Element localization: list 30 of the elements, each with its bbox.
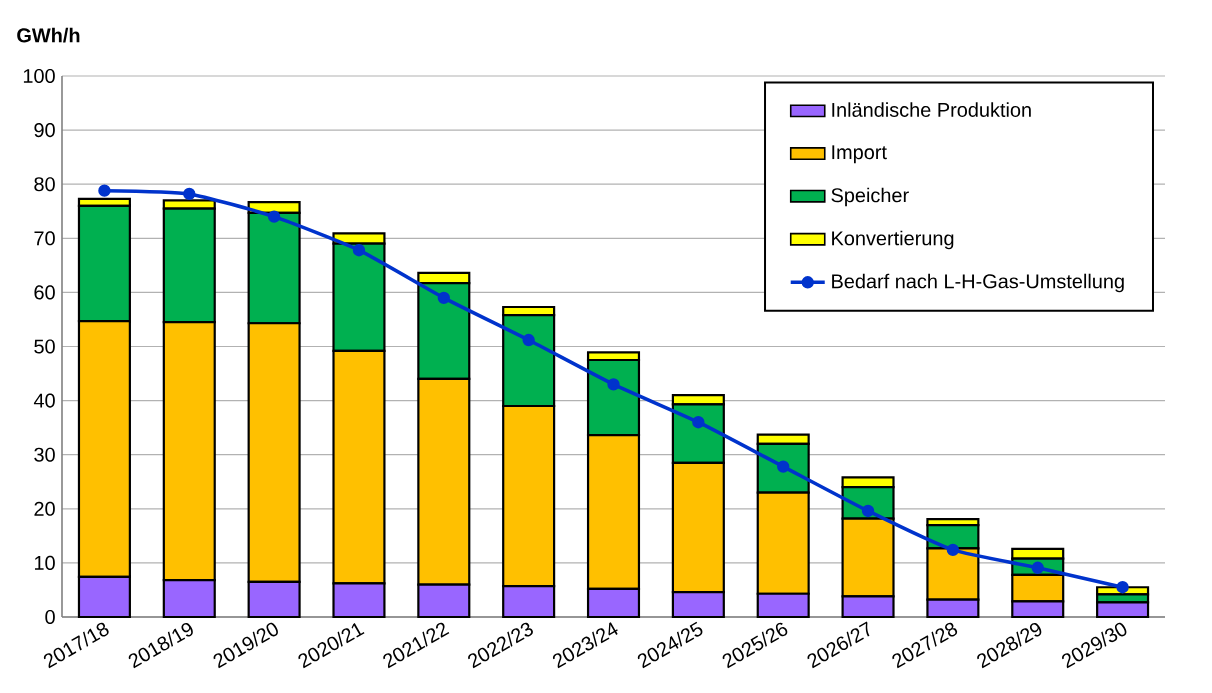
point	[98, 184, 111, 197]
y-axis-title: GWh/h	[17, 27, 80, 43]
y-tick-label: 10	[34, 555, 55, 570]
point	[777, 460, 790, 473]
legend-label: Konvertierung	[832, 230, 954, 250]
point	[1031, 561, 1044, 574]
y-tick-label: 70	[34, 231, 55, 246]
y-tick-label: 30	[34, 447, 55, 462]
point	[183, 187, 196, 201]
legend-label: Bedarf nach L-H-Gas-Umstellung	[832, 273, 1124, 293]
y-tick-label: 80	[34, 177, 55, 192]
point	[1116, 581, 1129, 594]
point	[352, 244, 366, 257]
point	[946, 543, 960, 557]
y-tick-label: 90	[34, 123, 55, 138]
legend-label: Inländische Produktion	[832, 102, 1031, 117]
point	[437, 291, 450, 304]
y-tick-label: 100	[23, 68, 55, 84]
point	[607, 378, 620, 391]
y-tick-label: 20	[34, 501, 55, 516]
y-tick-label: 40	[33, 393, 55, 408]
point	[267, 210, 281, 223]
point	[692, 416, 705, 429]
y-tick-label: 0	[45, 609, 55, 625]
y-tick-label: 60	[34, 285, 55, 300]
point	[861, 504, 875, 518]
legend-label: Import	[832, 145, 887, 164]
point	[522, 333, 535, 347]
legend-label: Speicher	[831, 187, 909, 207]
y-tick-label: 50	[34, 339, 55, 354]
